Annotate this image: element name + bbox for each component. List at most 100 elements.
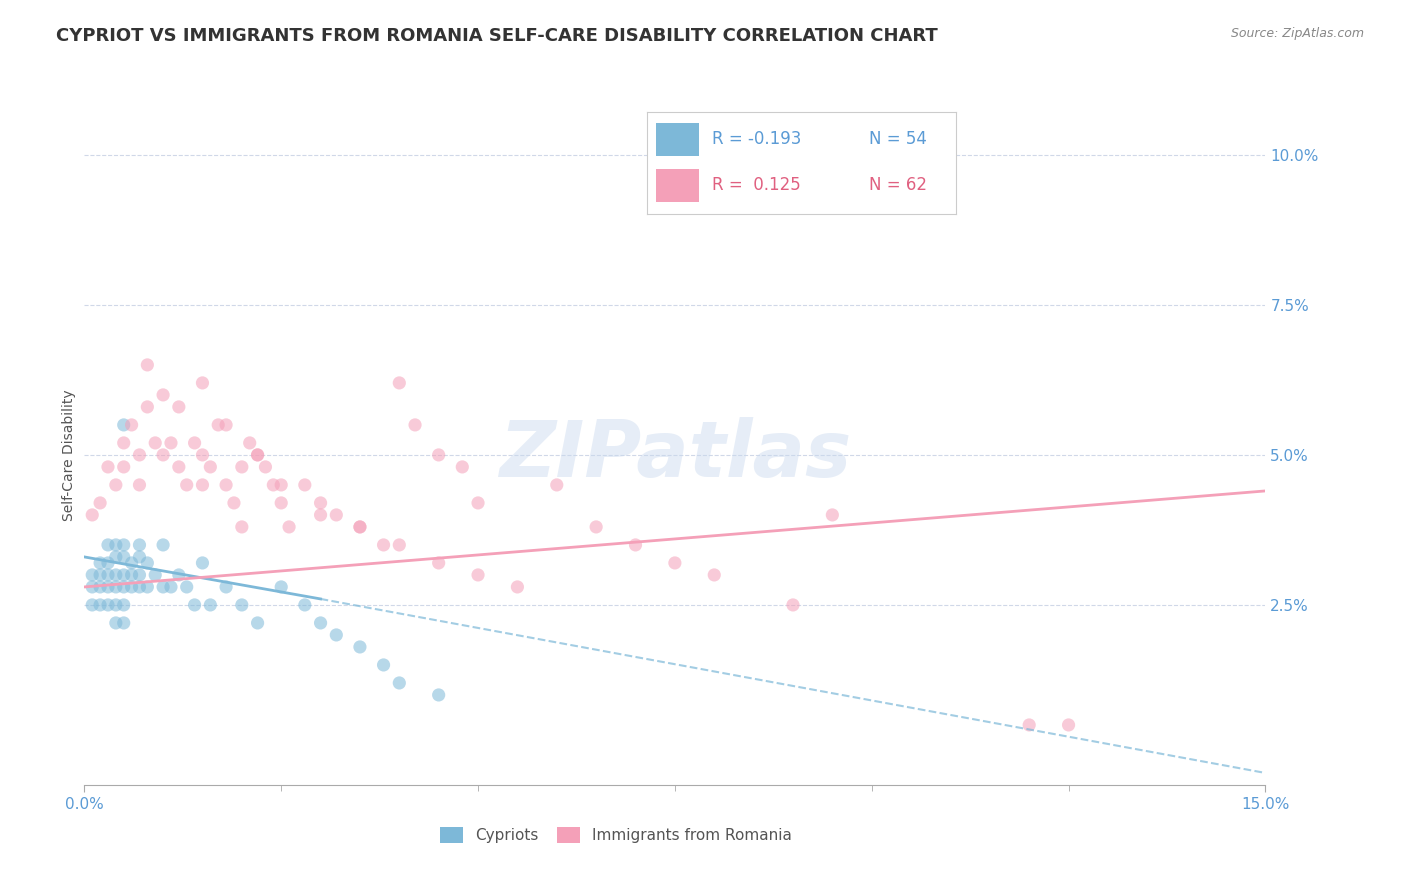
Point bbox=[782, 598, 804, 612]
Point bbox=[136, 580, 159, 594]
Point bbox=[294, 478, 316, 492]
Point bbox=[373, 657, 395, 672]
Point bbox=[270, 580, 292, 594]
Text: CYPRIOT VS IMMIGRANTS FROM ROMANIA SELF-CARE DISABILITY CORRELATION CHART: CYPRIOT VS IMMIGRANTS FROM ROMANIA SELF-… bbox=[56, 27, 938, 45]
Point bbox=[128, 549, 150, 564]
Text: ZIPatlas: ZIPatlas bbox=[499, 417, 851, 493]
Point bbox=[325, 628, 347, 642]
Point bbox=[506, 580, 529, 594]
Point bbox=[136, 358, 159, 372]
Point bbox=[89, 580, 111, 594]
Point bbox=[349, 520, 371, 534]
Point bbox=[664, 556, 686, 570]
Bar bbox=[657, 123, 699, 155]
Point bbox=[388, 376, 411, 390]
Point bbox=[215, 580, 238, 594]
Point bbox=[215, 478, 238, 492]
Point bbox=[270, 496, 292, 510]
Legend: Cypriots, Immigrants from Romania: Cypriots, Immigrants from Romania bbox=[440, 828, 792, 843]
Point bbox=[97, 568, 120, 582]
Point bbox=[167, 568, 190, 582]
Point bbox=[97, 598, 120, 612]
Point bbox=[167, 400, 190, 414]
Point bbox=[294, 598, 316, 612]
Text: R = -0.193: R = -0.193 bbox=[711, 130, 801, 148]
Point bbox=[183, 436, 205, 450]
Point bbox=[427, 448, 450, 462]
Text: Source: ZipAtlas.com: Source: ZipAtlas.com bbox=[1230, 27, 1364, 40]
Point bbox=[349, 520, 371, 534]
Bar bbox=[657, 169, 699, 202]
Point bbox=[89, 598, 111, 612]
Point bbox=[246, 448, 269, 462]
Point bbox=[1057, 718, 1080, 732]
Point bbox=[160, 436, 183, 450]
Point bbox=[112, 436, 135, 450]
Point bbox=[160, 580, 183, 594]
Point bbox=[104, 538, 127, 552]
Point bbox=[191, 376, 214, 390]
Point bbox=[309, 496, 332, 510]
Point bbox=[309, 508, 332, 522]
Text: R =  0.125: R = 0.125 bbox=[711, 177, 800, 194]
Point bbox=[309, 615, 332, 630]
Point bbox=[176, 580, 198, 594]
Point bbox=[191, 448, 214, 462]
Point bbox=[200, 459, 222, 474]
Point bbox=[82, 598, 104, 612]
Point bbox=[104, 478, 127, 492]
Point bbox=[467, 568, 489, 582]
Point bbox=[703, 568, 725, 582]
Point bbox=[585, 520, 607, 534]
Point bbox=[136, 556, 159, 570]
Point bbox=[270, 478, 292, 492]
Point bbox=[152, 448, 174, 462]
Point bbox=[143, 568, 166, 582]
Point bbox=[191, 478, 214, 492]
Point bbox=[112, 568, 135, 582]
Point bbox=[112, 538, 135, 552]
Point bbox=[121, 568, 143, 582]
Text: N = 54: N = 54 bbox=[869, 130, 928, 148]
Point bbox=[325, 508, 347, 522]
Point bbox=[97, 538, 120, 552]
Point bbox=[231, 520, 253, 534]
Point bbox=[104, 615, 127, 630]
Point bbox=[112, 615, 135, 630]
Point bbox=[112, 549, 135, 564]
Point bbox=[624, 538, 647, 552]
Point bbox=[262, 478, 284, 492]
Point bbox=[183, 598, 205, 612]
Text: N = 62: N = 62 bbox=[869, 177, 928, 194]
Point bbox=[128, 538, 150, 552]
Point bbox=[278, 520, 301, 534]
Point bbox=[373, 538, 395, 552]
Point bbox=[104, 549, 127, 564]
Point bbox=[215, 417, 238, 432]
Point bbox=[152, 580, 174, 594]
Point bbox=[254, 459, 277, 474]
Point bbox=[200, 598, 222, 612]
Point bbox=[121, 417, 143, 432]
Point bbox=[427, 688, 450, 702]
Point bbox=[82, 508, 104, 522]
Point bbox=[152, 538, 174, 552]
Point bbox=[349, 640, 371, 654]
Point bbox=[467, 496, 489, 510]
Point bbox=[136, 400, 159, 414]
Point bbox=[97, 459, 120, 474]
Point bbox=[121, 556, 143, 570]
Point bbox=[112, 580, 135, 594]
Point bbox=[89, 496, 111, 510]
Point bbox=[82, 580, 104, 594]
Point bbox=[191, 556, 214, 570]
Point bbox=[231, 598, 253, 612]
Point bbox=[97, 580, 120, 594]
Point bbox=[388, 676, 411, 690]
Point bbox=[104, 568, 127, 582]
Point bbox=[246, 615, 269, 630]
Point bbox=[821, 508, 844, 522]
Point bbox=[112, 417, 135, 432]
Point bbox=[246, 448, 269, 462]
Point bbox=[404, 417, 426, 432]
